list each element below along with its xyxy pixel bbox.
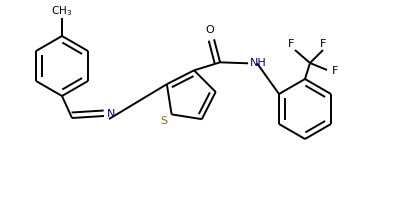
Text: NH: NH [249,58,266,68]
Text: S: S [160,116,167,126]
Text: F: F [331,66,338,76]
Text: F: F [287,39,294,49]
Text: F: F [319,39,325,49]
Text: O: O [205,25,214,35]
Text: N: N [107,109,115,118]
Text: CH$_3$: CH$_3$ [51,4,73,18]
